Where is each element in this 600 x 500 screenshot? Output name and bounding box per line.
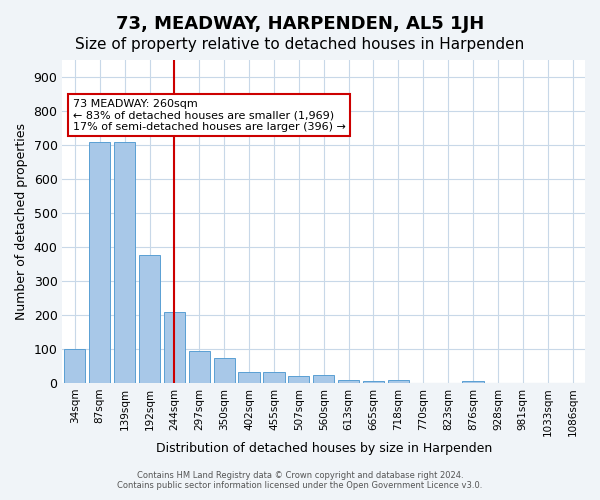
Text: 73, MEADWAY, HARPENDEN, AL5 1JH: 73, MEADWAY, HARPENDEN, AL5 1JH <box>116 15 484 33</box>
Bar <box>338 380 359 383</box>
Bar <box>363 380 384 383</box>
Bar <box>64 349 85 383</box>
Text: Size of property relative to detached houses in Harpenden: Size of property relative to detached ho… <box>76 38 524 52</box>
Bar <box>189 350 210 383</box>
Bar <box>89 142 110 383</box>
Bar <box>463 380 484 383</box>
Y-axis label: Number of detached properties: Number of detached properties <box>15 123 28 320</box>
Bar <box>313 376 334 383</box>
X-axis label: Distribution of detached houses by size in Harpenden: Distribution of detached houses by size … <box>155 442 492 455</box>
Bar <box>139 256 160 383</box>
Bar <box>164 312 185 383</box>
Bar <box>388 380 409 383</box>
Bar <box>214 358 235 383</box>
Text: 73 MEADWAY: 260sqm
← 83% of detached houses are smaller (1,969)
17% of semi-deta: 73 MEADWAY: 260sqm ← 83% of detached hou… <box>73 99 346 132</box>
Bar <box>238 372 260 383</box>
Text: Contains HM Land Registry data © Crown copyright and database right 2024.
Contai: Contains HM Land Registry data © Crown c… <box>118 470 482 490</box>
Bar <box>263 372 284 383</box>
Bar <box>288 376 310 383</box>
Bar <box>114 142 135 383</box>
